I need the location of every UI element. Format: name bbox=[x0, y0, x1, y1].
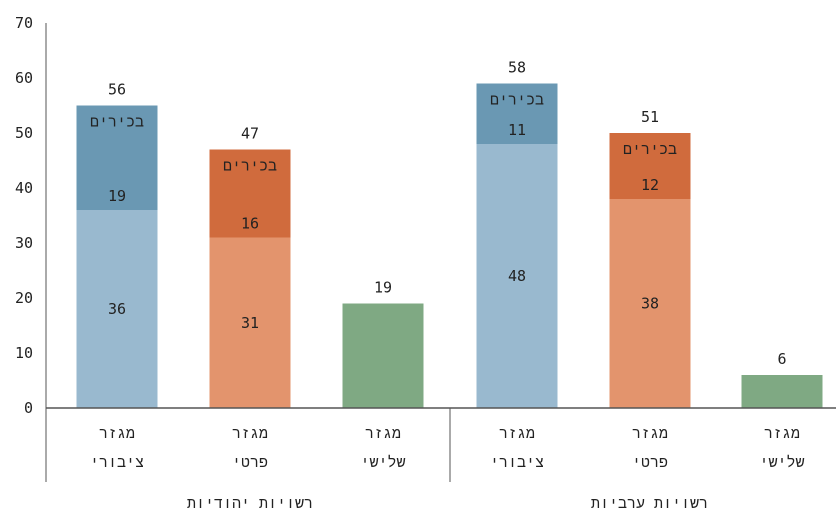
category-label: ציבורי bbox=[490, 453, 544, 471]
bar-top-segment bbox=[609, 133, 691, 199]
y-tick-label: 60 bbox=[15, 69, 33, 87]
category-label: פרטי bbox=[232, 453, 268, 471]
bar-top-segment bbox=[209, 149, 291, 238]
bar-labels: 36 19 בכירים 56 31 16 בכירים 47 19 48 11 בכירים 58 38… bbox=[90, 59, 787, 369]
bar-top-segment bbox=[76, 105, 158, 210]
bar-top-segment bbox=[476, 83, 558, 144]
bar-base-segment bbox=[476, 144, 558, 408]
category-label: מגזר bbox=[764, 424, 800, 442]
category-label: ציבורי bbox=[90, 453, 144, 471]
category-label: פרטי bbox=[632, 453, 668, 471]
bar-base-segment bbox=[609, 199, 691, 408]
category-label: מגזר bbox=[365, 424, 401, 442]
bar-top-label: בכירים bbox=[90, 113, 144, 131]
bar-total-value: 58 bbox=[508, 59, 526, 77]
bar-top-value: 12 bbox=[641, 176, 659, 194]
bar-top-value: 16 bbox=[241, 215, 259, 233]
category-label: מגזר bbox=[499, 424, 535, 442]
y-tick-label: 10 bbox=[15, 344, 33, 362]
category-label: מגזר bbox=[632, 424, 668, 442]
bars bbox=[76, 83, 823, 408]
y-tick-label: 0 bbox=[24, 399, 33, 417]
bar-base-segment bbox=[209, 237, 291, 408]
bar-base-value: 38 bbox=[641, 295, 659, 313]
bar-total-value: 51 bbox=[641, 108, 659, 126]
y-tick-label: 30 bbox=[15, 234, 33, 252]
y-axis: 0 10 20 30 40 50 60 70 bbox=[15, 14, 47, 417]
bar-total-value: 19 bbox=[374, 279, 392, 297]
y-tick-label: 70 bbox=[15, 14, 33, 32]
category-label: מגזר bbox=[232, 424, 268, 442]
bar-total-value: 56 bbox=[108, 81, 126, 99]
bar-base-segment bbox=[76, 210, 158, 408]
bar-top-label: בכירים bbox=[623, 140, 677, 158]
y-tick-label: 50 bbox=[15, 124, 33, 142]
bar-top-value: 19 bbox=[108, 187, 126, 205]
bar-base-value: 48 bbox=[508, 267, 526, 285]
bar-base-value: 36 bbox=[108, 300, 126, 318]
bar-base-segment bbox=[342, 303, 424, 408]
bar-base-value: 31 bbox=[241, 314, 259, 332]
category-label: שלישי bbox=[759, 453, 804, 471]
group-label: רשויות יהודיות bbox=[187, 494, 313, 512]
y-tick-label: 20 bbox=[15, 289, 33, 307]
bar-top-label: בכירים bbox=[490, 91, 544, 109]
bar-top-label: בכירים bbox=[223, 157, 277, 175]
bar-total-value: 6 bbox=[777, 350, 786, 368]
y-tick-label: 40 bbox=[15, 179, 33, 197]
category-label: מגזר bbox=[99, 424, 135, 442]
bar-base-segment bbox=[741, 375, 823, 408]
group-label: רשויות ערביות bbox=[591, 494, 708, 512]
x-axis: מגזר ציבורי מגזר פרטי מגזר שלישי רשויות יהודיו… bbox=[45, 407, 836, 512]
bar-top-value: 11 bbox=[508, 121, 526, 139]
bar-total-value: 47 bbox=[241, 125, 259, 143]
category-label: שלישי bbox=[360, 453, 405, 471]
